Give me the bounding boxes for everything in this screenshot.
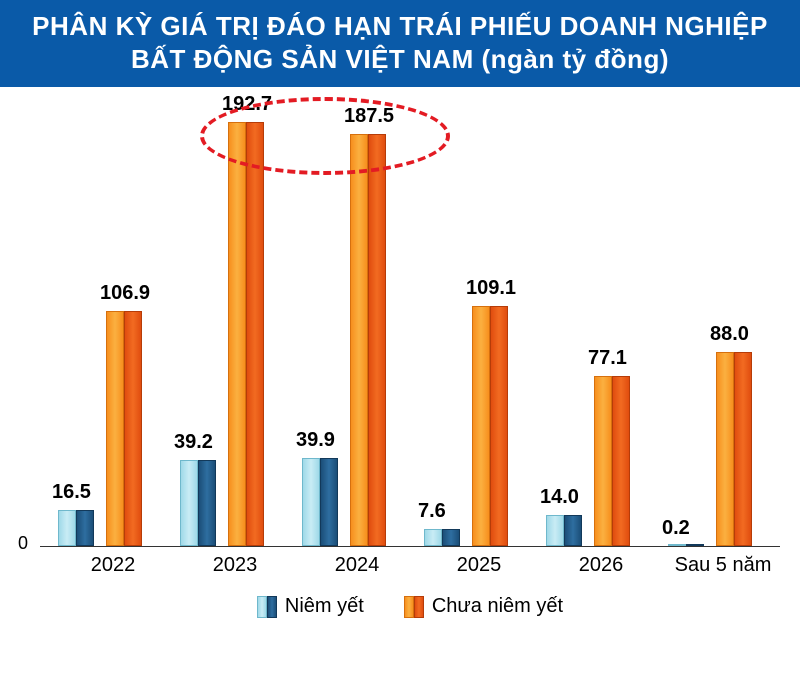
value-label-listed: 16.5 [52,481,91,504]
legend-item: Niêm yết [257,595,364,618]
bar-unlisted [734,352,752,546]
bar-unlisted [246,122,264,546]
x-axis-label: 2026 [546,554,656,577]
value-label-unlisted: 106.9 [100,282,150,305]
title-line-2-sub: (ngàn tỷ đồng) [481,44,669,74]
x-axis-label: 2024 [302,554,412,577]
bar-listed [424,529,442,546]
value-label-unlisted: 192.7 [222,93,272,116]
chart-title-bar: PHÂN KỲ GIÁ TRỊ ĐÁO HẠN TRÁI PHIẾU DOANH… [0,0,800,87]
bar-unlisted [368,134,386,547]
bar-unlisted [612,376,630,546]
legend-label: Niêm yết [285,595,364,618]
value-label-unlisted: 109.1 [466,277,516,300]
listed-pair: 16.5 [58,510,94,546]
bar-listed [198,460,216,546]
unlisted-pair: 187.5 [350,134,386,547]
chart-area: 0 16.5 106.9 2022 39.2 192.7 2023 39.9 187.5 202… [0,87,800,627]
title-line-2-main: BẤT ĐỘNG SẢN VIỆT NAM [131,44,474,74]
bar-unlisted [350,134,368,547]
x-axis-label: 2022 [58,554,168,577]
value-label-unlisted: 77.1 [588,347,627,370]
value-label-unlisted: 88.0 [710,323,749,346]
legend: Niêm yết Chưa niêm yết [40,595,780,618]
y-axis-zero: 0 [18,533,28,554]
value-label-listed: 14.0 [540,486,579,509]
listed-pair: 14.0 [546,515,582,546]
legend-label: Chưa niêm yết [432,595,563,618]
bar-unlisted [106,311,124,546]
bar-unlisted [716,352,734,546]
bar-listed [58,510,76,546]
plot-area: 0 16.5106.9202239.2192.7202339.9187.5202… [40,107,780,547]
value-label-listed: 39.9 [296,429,335,452]
legend-item: Chưa niêm yết [404,595,563,618]
x-axis-label: 2023 [180,554,290,577]
unlisted-pair: 106.9 [106,311,142,546]
legend-swatch [404,596,424,618]
unlisted-pair: 109.1 [472,306,508,546]
listed-pair: 0.2 [668,544,704,546]
value-label-listed: 0.2 [662,517,690,540]
bar-listed [442,529,460,546]
x-axis-label: Sau 5 năm [668,554,778,577]
listed-pair: 7.6 [424,529,460,546]
bar-listed [686,544,704,546]
bar-listed [546,515,564,546]
listed-pair: 39.9 [302,458,338,546]
legend-swatch [257,596,277,618]
title-line-1: PHÂN KỲ GIÁ TRỊ ĐÁO HẠN TRÁI PHIẾU DOANH… [20,10,780,43]
unlisted-pair: 192.7 [228,122,264,546]
bar-listed [320,458,338,546]
x-axis-label: 2025 [424,554,534,577]
bar-listed [180,460,198,546]
bar-listed [76,510,94,546]
bar-unlisted [228,122,246,546]
bar-unlisted [490,306,508,546]
bar-unlisted [472,306,490,546]
listed-pair: 39.2 [180,460,216,546]
value-label-listed: 7.6 [418,500,446,523]
title-line-2: BẤT ĐỘNG SẢN VIỆT NAM (ngàn tỷ đồng) [20,43,780,76]
value-label-unlisted: 187.5 [344,105,394,128]
value-label-listed: 39.2 [174,431,213,454]
bar-listed [668,544,686,546]
unlisted-pair: 88.0 [716,352,752,546]
unlisted-pair: 77.1 [594,376,630,546]
bar-unlisted [124,311,142,546]
bar-listed [564,515,582,546]
bar-listed [302,458,320,546]
bar-unlisted [594,376,612,546]
